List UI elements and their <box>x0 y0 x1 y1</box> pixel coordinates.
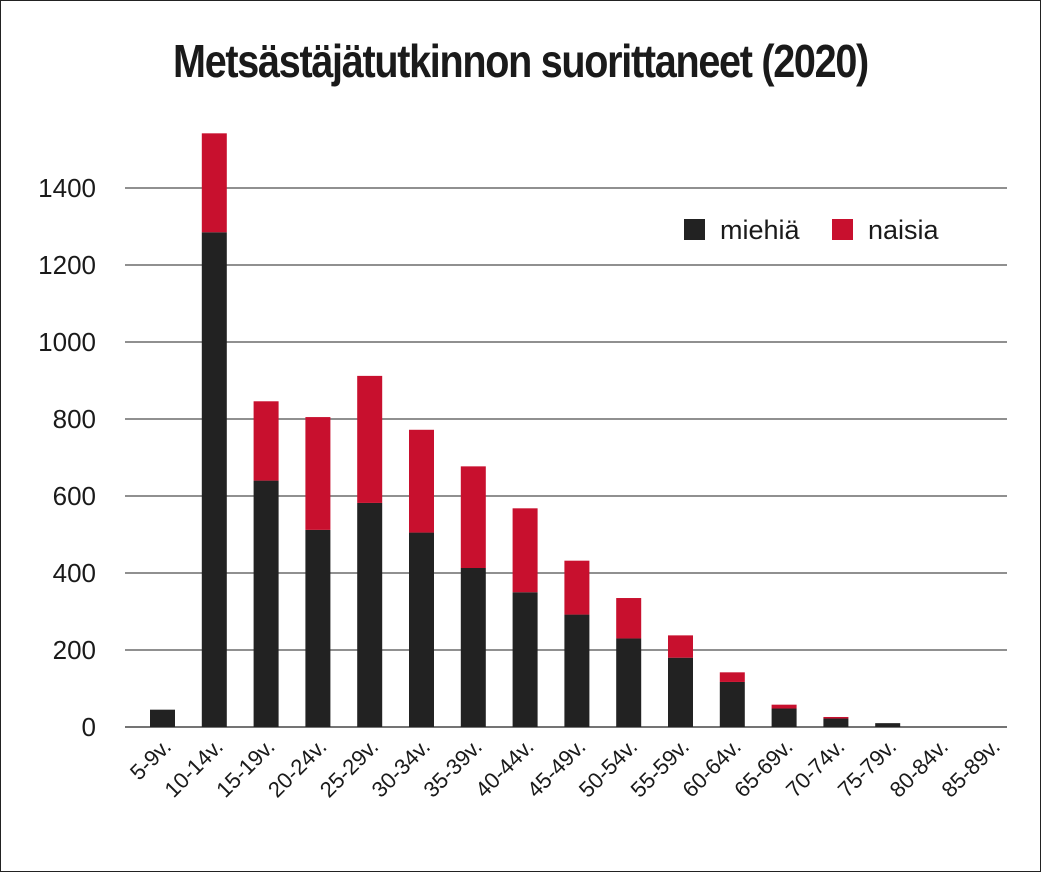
legend-swatch-women <box>832 219 853 240</box>
bar-segment-men <box>668 657 693 727</box>
y-tick-label: 200 <box>53 635 96 665</box>
y-tick-label: 0 <box>82 712 96 742</box>
y-tick-label: 600 <box>53 481 96 511</box>
bar-segment-men <box>357 502 383 727</box>
x-tick-label: 85-89v. <box>936 734 1004 802</box>
y-tick-label: 1000 <box>38 327 96 357</box>
bar-segment-men <box>616 638 642 727</box>
legend-label: miehiä <box>720 215 801 245</box>
bar-segment-men <box>305 529 331 727</box>
bar-segment-women <box>512 508 538 593</box>
legend: miehiä naisia <box>684 215 940 245</box>
chart-title: Metsästäjätutkinnon suorittaneet (2020) <box>173 35 869 87</box>
bar-segment-women <box>616 598 642 639</box>
bar-segment-men <box>409 532 434 727</box>
y-tick-label: 1400 <box>38 173 96 203</box>
bar-segment-women <box>357 375 383 503</box>
y-axis-ticks: 0 200 400 600 800 1000 1200 1400 <box>38 173 96 742</box>
bar-segment-men <box>201 232 227 727</box>
bar-segment-men <box>564 614 590 727</box>
legend-label: naisia <box>868 215 940 245</box>
bar-segment-women <box>668 635 693 658</box>
y-tick-label: 800 <box>53 404 96 434</box>
bar-segment-women <box>253 401 279 481</box>
bar-segment-women <box>823 716 849 719</box>
bar-segment-women <box>460 466 486 568</box>
bar-segment-women <box>305 417 331 530</box>
bar-segment-men <box>150 709 175 727</box>
bar-segment-women <box>201 133 227 233</box>
bar-segment-women <box>771 704 797 709</box>
bar-segment-men <box>512 592 538 727</box>
bar-segment-women <box>564 560 590 615</box>
bar-segment-men <box>875 723 901 727</box>
y-tick-label: 1200 <box>38 250 96 280</box>
bar-segment-men <box>460 567 486 727</box>
legend-swatch-men <box>684 219 705 240</box>
bar-segment-women <box>719 672 745 682</box>
x-axis-ticks: 5-9v.10-14v.15-19v.20-24v.25-29v.30-34v.… <box>125 734 1005 802</box>
bar-segment-men <box>253 480 279 727</box>
bar-segment-men <box>823 718 849 727</box>
bars <box>150 133 952 727</box>
y-tick-label: 400 <box>53 558 96 588</box>
bar-segment-men <box>771 708 797 727</box>
bar-segment-women <box>409 429 434 533</box>
bar-segment-men <box>719 681 745 727</box>
